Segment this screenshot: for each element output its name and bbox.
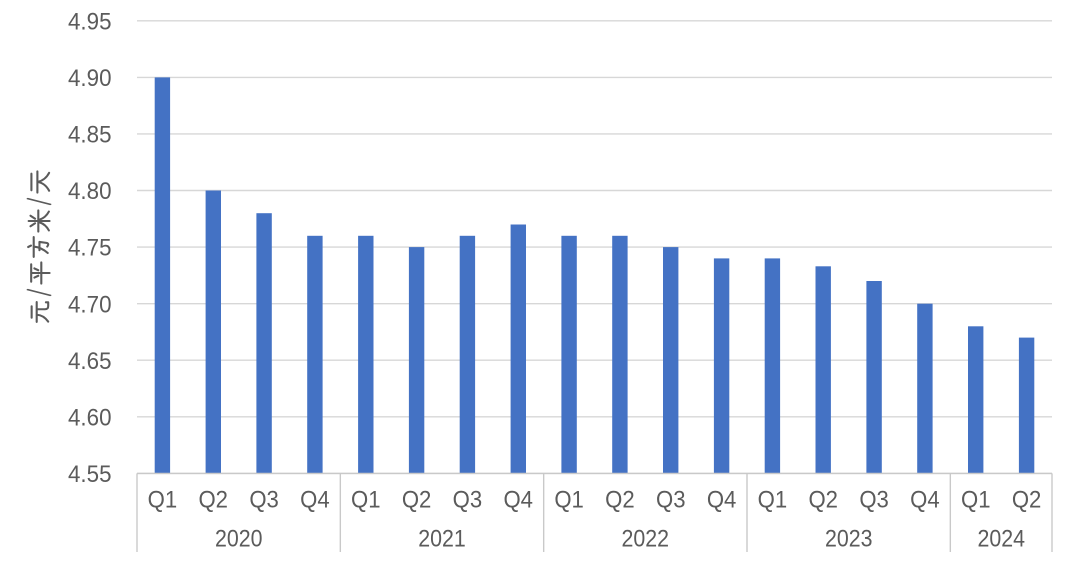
svg-text:Q2: Q2 [1012,486,1042,513]
svg-text:Q1: Q1 [758,486,788,513]
svg-text:4.65: 4.65 [68,348,112,375]
svg-text:Q3: Q3 [656,486,686,513]
svg-text:Q2: Q2 [808,486,838,513]
svg-text:4.70: 4.70 [68,291,112,318]
svg-text:Q4: Q4 [910,486,940,513]
svg-text:2021: 2021 [418,525,466,552]
svg-text:4.55: 4.55 [68,461,112,488]
svg-text:2023: 2023 [825,525,873,552]
svg-text:Q4: Q4 [707,486,737,513]
svg-text:2024: 2024 [977,525,1025,552]
svg-text:Q3: Q3 [453,486,483,513]
svg-text:Q2: Q2 [198,486,228,513]
svg-text:4.60: 4.60 [68,404,112,431]
svg-text:Q3: Q3 [859,486,889,513]
svg-text:Q1: Q1 [148,486,178,513]
svg-text:Q4: Q4 [300,486,330,513]
svg-text:4.95: 4.95 [68,8,112,35]
svg-text:2022: 2022 [622,525,670,552]
svg-text:4.90: 4.90 [68,65,112,92]
svg-text:4.85: 4.85 [68,122,112,149]
svg-text:Q1: Q1 [351,486,381,513]
svg-text:Q2: Q2 [402,486,432,513]
svg-text:Q1: Q1 [961,486,991,513]
svg-text:4.75: 4.75 [68,235,112,262]
svg-text:Q4: Q4 [503,486,533,513]
svg-text:Q3: Q3 [249,486,279,513]
svg-text:4.80: 4.80 [68,178,112,205]
svg-text:Q1: Q1 [554,486,584,513]
svg-text:Q2: Q2 [605,486,635,513]
svg-text:2020: 2020 [215,525,263,552]
